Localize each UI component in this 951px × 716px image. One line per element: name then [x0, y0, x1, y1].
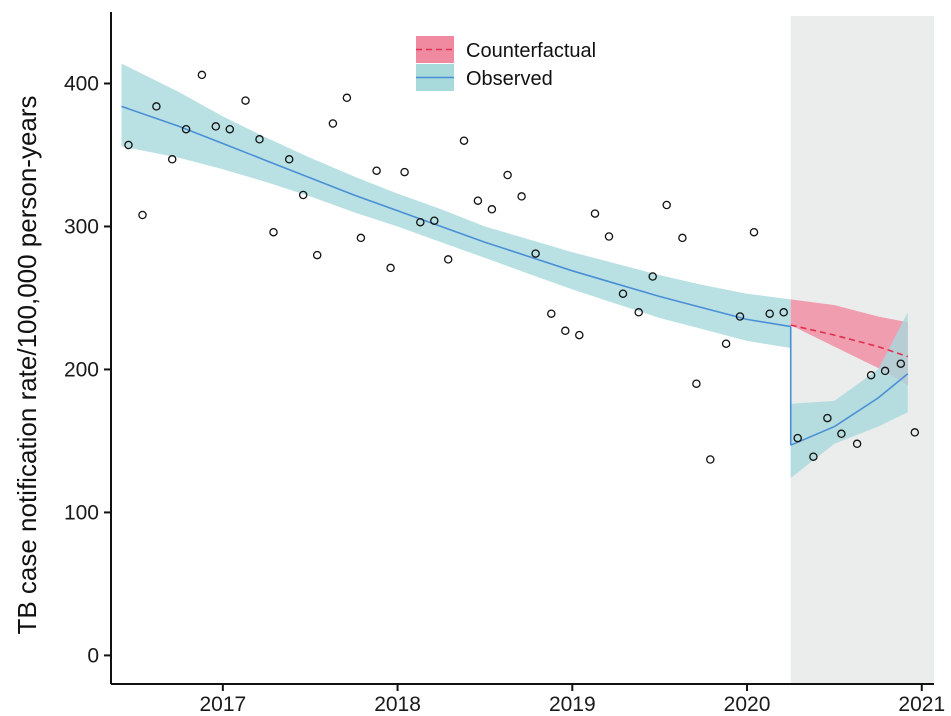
data-point	[793, 433, 802, 443]
data-point	[706, 455, 715, 464]
data-point	[910, 428, 920, 437]
data-point	[225, 124, 235, 134]
data-point	[459, 136, 469, 145]
data-point	[880, 366, 890, 376]
data-point	[298, 190, 308, 200]
y-tick-label: 0	[87, 644, 99, 667]
data-point	[152, 102, 161, 111]
data-point	[896, 359, 906, 368]
data-point	[634, 308, 643, 317]
legend: Counterfactual Observed	[416, 36, 596, 91]
data-point	[372, 166, 381, 175]
data-point	[211, 122, 221, 131]
data-point	[124, 140, 133, 150]
data-point	[809, 452, 818, 461]
data-points	[124, 70, 920, 464]
y-tick-label: 400	[64, 72, 99, 95]
x-tick-label: 2020	[724, 693, 771, 716]
data-point	[749, 227, 759, 237]
data-point	[181, 124, 191, 134]
x-tick-label: 2017	[199, 693, 246, 716]
data-point	[692, 379, 701, 388]
data-point	[866, 370, 876, 380]
data-point	[561, 326, 570, 336]
data-point	[167, 155, 177, 164]
y-axis-title: TB case notification rate/100,000 person…	[12, 95, 42, 634]
data-point	[779, 308, 788, 317]
data-point	[823, 413, 832, 423]
data-point	[312, 250, 322, 260]
data-point	[837, 429, 846, 439]
data-point	[443, 255, 453, 264]
data-point	[328, 119, 338, 128]
data-point	[386, 263, 395, 273]
x-tick-label: 2021	[898, 693, 945, 716]
data-point	[503, 170, 512, 180]
data-point	[618, 289, 628, 298]
legend-counterfactual-label: Counterfactual	[466, 40, 596, 62]
data-point	[662, 200, 671, 210]
data-point	[531, 249, 540, 258]
confidence-bands	[121, 63, 908, 479]
data-point	[473, 196, 483, 205]
x-tick-label: 2018	[374, 693, 421, 716]
data-point	[765, 309, 774, 318]
counterfactual-ci-band	[790, 299, 908, 386]
y-tick-label: 100	[64, 501, 99, 524]
data-point	[197, 70, 207, 80]
y-axis-ticks: 0 100 200 300 400	[64, 72, 111, 667]
legend-observed-label: Observed	[466, 68, 553, 90]
data-point	[852, 439, 862, 449]
observed-fit-line-2	[790, 373, 909, 446]
data-point	[575, 330, 584, 340]
data-point	[517, 192, 526, 201]
y-tick-label: 200	[64, 358, 99, 381]
data-point	[284, 155, 294, 164]
data-point	[721, 339, 731, 348]
data-point	[547, 309, 556, 318]
counterfactual-line	[790, 324, 909, 358]
data-point	[356, 233, 366, 243]
data-point	[255, 135, 264, 144]
data-point	[416, 217, 425, 227]
observed-ci-band-1	[121, 63, 791, 348]
data-point	[678, 233, 687, 243]
data-point	[269, 227, 278, 237]
data-point	[604, 232, 614, 241]
observed-ci-band-2	[790, 312, 908, 479]
y-tick-label: 300	[64, 215, 99, 238]
data-point	[590, 209, 600, 218]
data-point	[241, 96, 250, 105]
data-point	[400, 167, 409, 177]
x-axis-ticks: 2017 2018 2019 2020 2021	[199, 684, 945, 716]
data-point	[430, 216, 439, 225]
data-point	[735, 312, 745, 321]
observed-fit-line-1	[121, 105, 791, 328]
data-point	[648, 272, 657, 281]
data-point	[342, 93, 352, 103]
data-point	[487, 205, 497, 214]
data-point	[138, 210, 147, 220]
series-lines	[121, 105, 909, 446]
x-tick-label: 2019	[549, 693, 596, 716]
